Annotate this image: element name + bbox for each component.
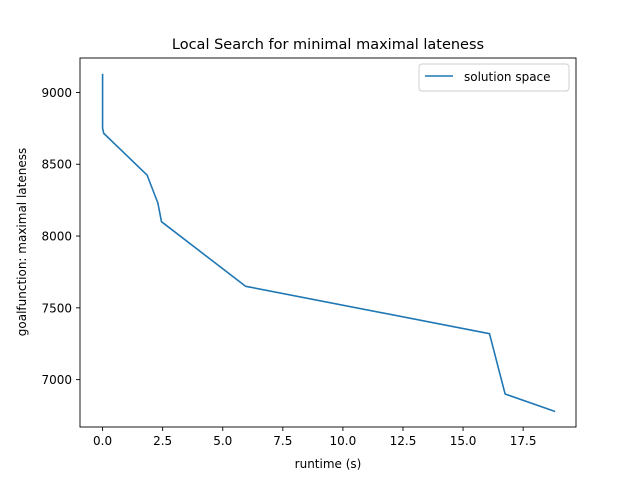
y-tick-label: 8000 [41, 230, 72, 244]
x-tick-label: 15.0 [450, 434, 477, 448]
x-tick-label: 10.0 [330, 434, 357, 448]
x-tick-label: 5.0 [213, 434, 232, 448]
x-tick-label: 12.5 [390, 434, 417, 448]
y-tick-label: 7500 [41, 301, 72, 315]
y-tick-label: 9000 [41, 86, 72, 100]
x-axis: 0.0 2.5 5.0 7.5 10.0 12.5 15.0 17.5 [93, 427, 536, 448]
plot-area [80, 58, 576, 427]
series-line-solution-space [101, 73, 556, 413]
legend-box [418, 63, 570, 92]
x-axis-label: runtime (s) [295, 457, 362, 471]
x-tick-label: 7.5 [273, 434, 292, 448]
y-axis: 7000 7500 8000 8500 9000 [41, 86, 80, 387]
y-tick-label: 8500 [41, 158, 72, 172]
y-axis-label: goalfunction: maximal lateness [15, 148, 29, 336]
chart-title: Local Search for minimal maximal latenes… [172, 37, 484, 53]
x-tick-label: 17.5 [510, 434, 537, 448]
y-tick-label: 7000 [41, 373, 72, 387]
x-tick-label: 2.5 [153, 434, 172, 448]
legend: solution space [418, 63, 570, 92]
legend-label-solution-space: solution space [464, 70, 551, 84]
x-tick-label: 0.0 [93, 434, 112, 448]
plot-frame [79, 57, 577, 428]
